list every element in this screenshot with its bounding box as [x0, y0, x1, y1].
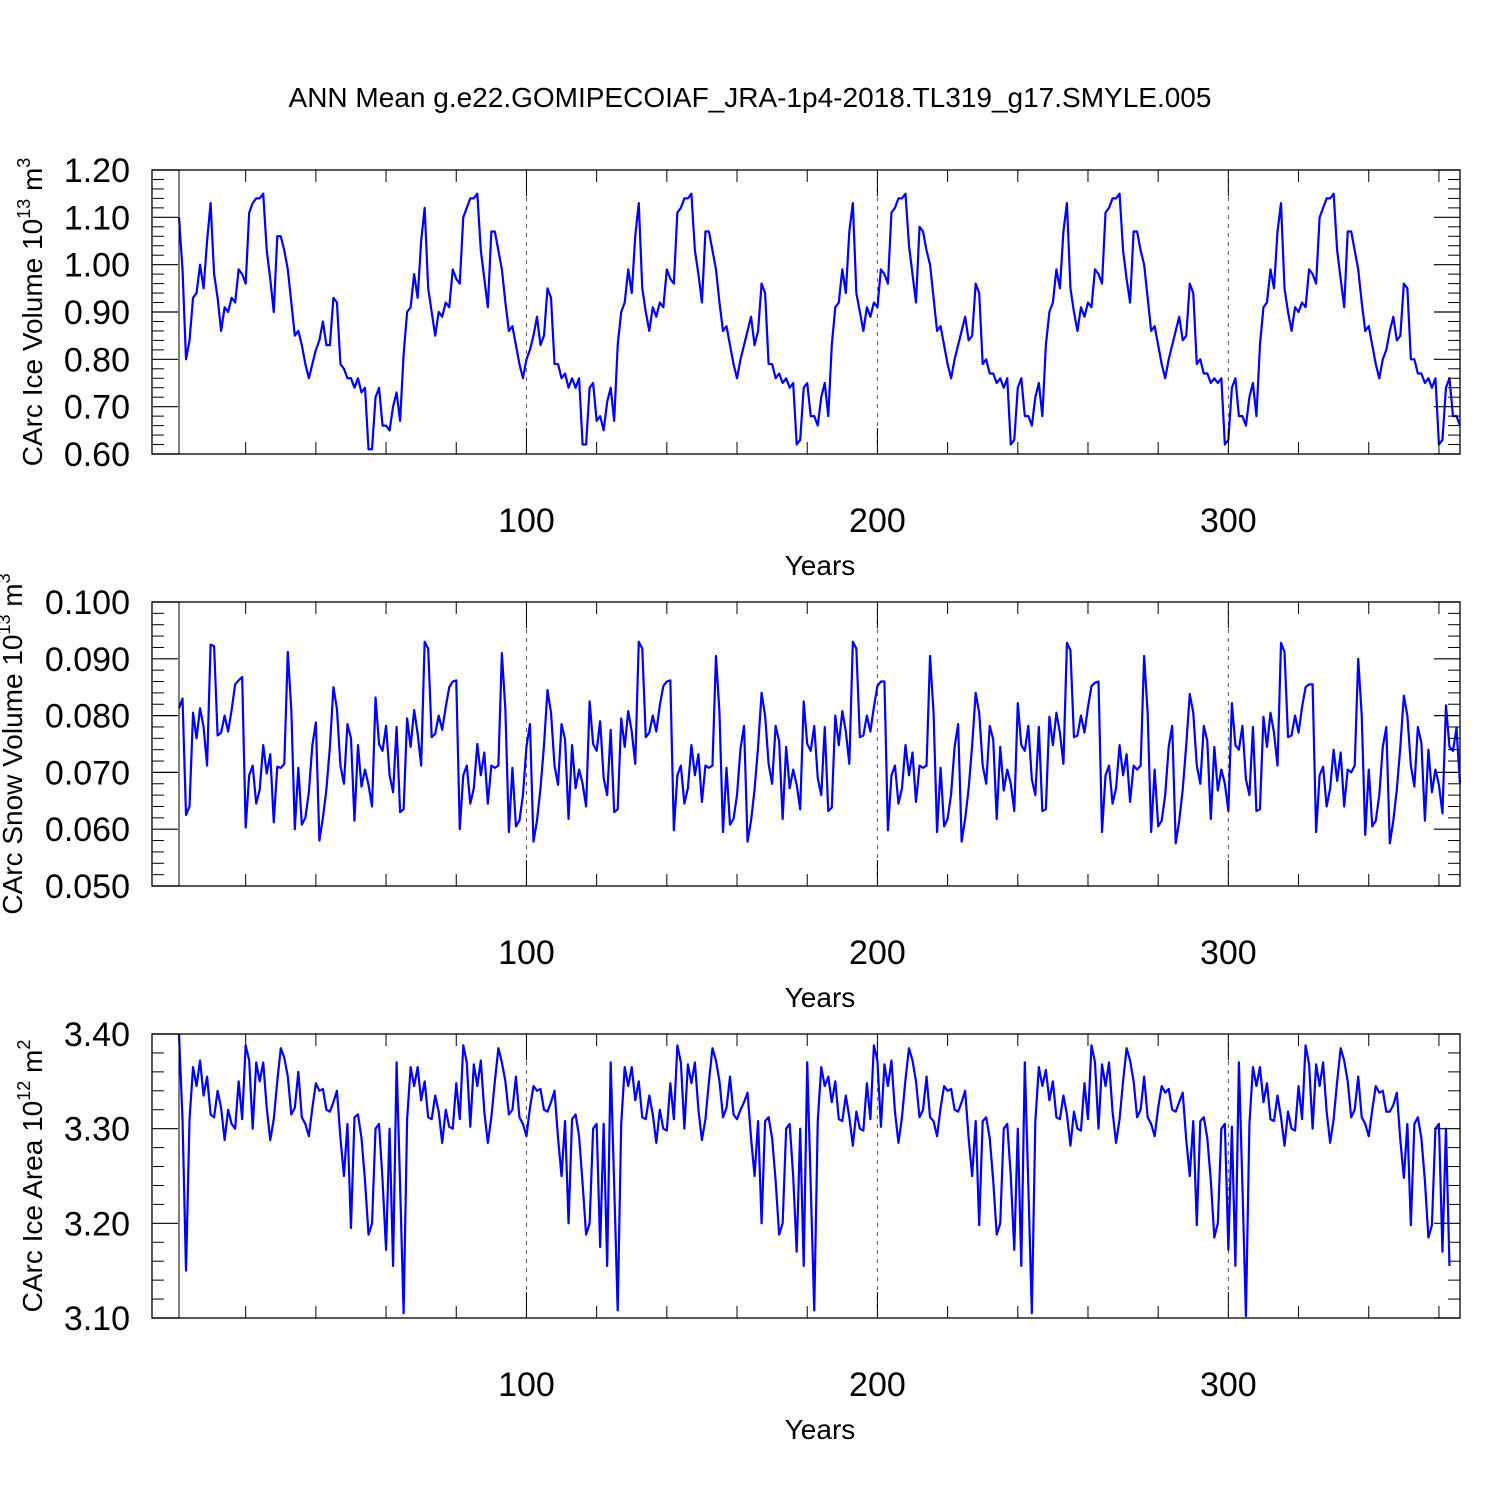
- panel-3: 3.40 3.30 3.20 3.10 100 200 300 Years CArc Ice A…: [14, 1016, 1461, 1445]
- y-axis-title: CArc Snow Volume 1013 m3: [0, 573, 28, 914]
- y-tick-label: 0.090: [45, 641, 130, 679]
- x-tick-label: 200: [849, 1366, 906, 1404]
- y-axis-title-part: m: [0, 583, 28, 614]
- y-axis-title-part: 13: [0, 614, 14, 634]
- y-tick-label: 0.060: [45, 811, 130, 849]
- y-tick-label: 1.00: [64, 247, 130, 285]
- y-axis-title: CArc Ice Volume 1013 m3: [14, 158, 48, 467]
- y-tick-label: 3.10: [64, 1300, 130, 1338]
- main-title: ANN Mean g.e22.GOMIPECOIAF_JRA-1p4-2018.…: [289, 82, 1212, 113]
- y-tick-label: 3.20: [64, 1205, 130, 1243]
- x-tick-label: 300: [1200, 1366, 1257, 1404]
- y-tick-label: 0.80: [64, 341, 130, 379]
- x-tick-label: 300: [1200, 502, 1257, 540]
- panel-2: 0.100 0.090 0.080 0.070 0.060 0.050 100 200 300 Y…: [0, 573, 1462, 1013]
- y-tick-label: 0.60: [64, 436, 130, 474]
- y-tick-label: 0.050: [45, 868, 130, 906]
- y-axis-title-part: 3: [14, 158, 34, 168]
- y-tick-label: 0.100: [45, 584, 130, 622]
- y-axis-title: CArc Ice Area 1012 m2: [14, 1040, 48, 1313]
- y-axis-title-part: 2: [14, 1040, 34, 1050]
- series-line: [177, 1033, 1451, 1318]
- y-tick-label: 0.070: [45, 754, 130, 792]
- panels: 1.20 1.10 1.00 0.90 0.80 0.70 0.60 100 200 300 Yea…: [0, 152, 1462, 1445]
- series-line: [177, 192, 1462, 451]
- x-axis-title: Years: [785, 550, 856, 581]
- y-tick-label: 1.20: [64, 152, 130, 190]
- y-tick-label: 3.40: [64, 1016, 130, 1054]
- x-tick-label: 100: [498, 934, 555, 972]
- y-axis-title-part: CArc Ice Volume 10: [17, 219, 48, 466]
- plot-frame: [151, 601, 1461, 887]
- series-line: [177, 640, 1462, 845]
- y-tick-label: 1.10: [64, 199, 130, 237]
- x-axis-title: Years: [785, 982, 856, 1013]
- y-tick-label: 3.30: [64, 1111, 130, 1149]
- y-axis-title-part: 3: [0, 573, 14, 583]
- y-axis-title-part: CArc Ice Area 10: [17, 1101, 48, 1313]
- x-tick-label: 200: [849, 502, 906, 540]
- y-axis-title-part: m: [17, 168, 48, 199]
- y-axis-title-part: m: [17, 1050, 48, 1081]
- plot-frame: [151, 1033, 1461, 1319]
- x-tick-label: 100: [498, 1366, 555, 1404]
- x-tick-label: 100: [498, 502, 555, 540]
- y-tick-label: 0.70: [64, 389, 130, 427]
- panel-1: 1.20 1.10 1.00 0.90 0.80 0.70 0.60 100 200 300 Yea…: [14, 152, 1462, 581]
- y-axis-title-part: 13: [14, 199, 34, 219]
- y-tick-label: 0.90: [64, 294, 130, 332]
- y-tick-label: 0.080: [45, 698, 130, 736]
- x-axis-title: Years: [785, 1414, 856, 1445]
- y-axis-title-part: 12: [14, 1081, 34, 1101]
- x-tick-label: 200: [849, 934, 906, 972]
- y-axis-title-part: CArc Snow Volume 10: [0, 635, 28, 915]
- x-tick-label: 300: [1200, 934, 1257, 972]
